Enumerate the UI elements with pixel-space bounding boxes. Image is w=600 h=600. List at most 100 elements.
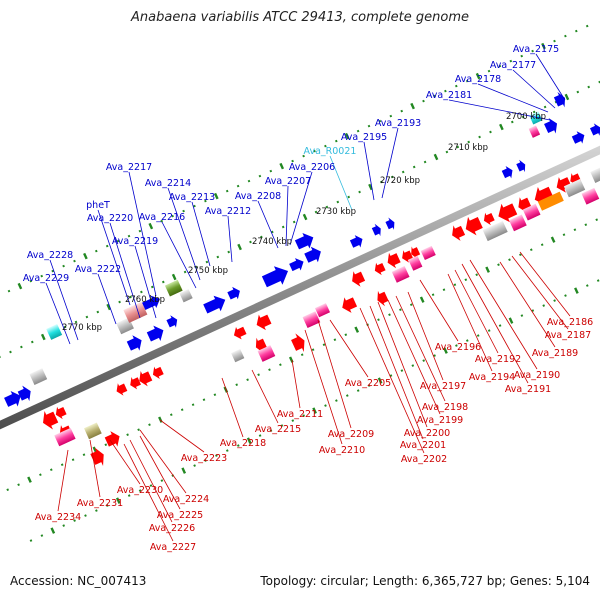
callout-line bbox=[97, 273, 117, 325]
callout-line bbox=[285, 185, 289, 247]
tick-dot bbox=[400, 369, 404, 372]
callout-line bbox=[359, 307, 425, 454]
tick-dot bbox=[288, 356, 294, 363]
reverse-gene-arrow bbox=[483, 212, 495, 226]
tick-dot bbox=[520, 314, 524, 317]
forward-gene-label: Ava_2212 bbox=[205, 206, 251, 217]
callout-line bbox=[317, 319, 352, 429]
reverse-gene-arrow bbox=[233, 326, 247, 340]
tick-dot bbox=[529, 248, 533, 252]
feature-box bbox=[231, 349, 245, 363]
tick-dot bbox=[498, 324, 502, 327]
reverse-gene-arrow-shape bbox=[377, 290, 389, 307]
tick-dot bbox=[478, 135, 481, 139]
reverse-gene-arrow bbox=[374, 262, 386, 276]
tick-dot bbox=[367, 384, 371, 387]
reverse-gene-arrow-shape bbox=[352, 271, 366, 287]
callout-line bbox=[291, 359, 301, 409]
kbp-tick-label: 2710 kbp bbox=[448, 143, 488, 153]
tick-dot bbox=[29, 279, 33, 283]
tick-dot bbox=[312, 407, 317, 414]
reverse-gene-label: Ava_2199 bbox=[417, 415, 463, 426]
tick-dot bbox=[508, 317, 514, 324]
reverse-gene-arrow-shape bbox=[452, 225, 466, 241]
tick-dot bbox=[225, 189, 229, 193]
tick-dot bbox=[137, 428, 140, 432]
forward-gene-arrow-shape bbox=[141, 295, 160, 311]
callout-line bbox=[448, 99, 551, 121]
feature-box-shape bbox=[590, 163, 600, 183]
tick-dot bbox=[585, 284, 589, 287]
feature-box bbox=[537, 191, 564, 211]
tick-dot bbox=[476, 334, 480, 337]
callout-line bbox=[123, 443, 174, 542]
tick-dot bbox=[148, 423, 151, 427]
feature-box bbox=[509, 214, 527, 232]
reverse-gene-label: Ava_2200 bbox=[404, 428, 450, 439]
forward-gene-label: Ava_2219 bbox=[112, 236, 158, 247]
tick-dot bbox=[62, 524, 66, 527]
callout-line bbox=[139, 429, 187, 494]
reverse-gene-label: Ava_2223 bbox=[181, 453, 227, 464]
reverse-gene-arrow bbox=[43, 410, 59, 430]
tick-dot bbox=[465, 79, 469, 83]
tick-dot bbox=[553, 299, 556, 302]
feature-box-shape bbox=[529, 111, 543, 125]
tick-dot bbox=[279, 363, 282, 367]
tick-dot bbox=[508, 258, 511, 262]
reverse-gene-arrow bbox=[387, 252, 401, 269]
forward-gene-arrow bbox=[166, 315, 178, 328]
reverse-gene-arrow-shape bbox=[104, 431, 120, 447]
tick-dot bbox=[576, 90, 580, 94]
reverse-gene-arrow bbox=[55, 406, 67, 420]
callout-line bbox=[109, 222, 141, 319]
tick-dot bbox=[587, 85, 591, 89]
tick-dot bbox=[29, 539, 33, 542]
tick-dot bbox=[389, 114, 393, 118]
callout-line bbox=[447, 273, 493, 372]
reverse-gene-arrow bbox=[256, 314, 272, 331]
kbp-tick-label: 2720 kbp bbox=[380, 176, 420, 186]
tick-dot bbox=[127, 234, 131, 238]
forward-gene-label: Ava_2181 bbox=[426, 90, 472, 101]
forward-gene-label: Ava_R0021 bbox=[304, 146, 357, 157]
tick-dot bbox=[485, 266, 490, 273]
tick-dot bbox=[213, 393, 217, 397]
reverse-gene-arrow-shape bbox=[255, 337, 268, 354]
feature-box bbox=[590, 163, 600, 183]
feature-box-shape bbox=[528, 125, 541, 138]
reverse-gene-label: Ava_2224 bbox=[163, 494, 209, 505]
tick-dot bbox=[454, 84, 458, 88]
forward-gene-arrow-shape bbox=[203, 295, 226, 314]
forward-gene-arrow-shape bbox=[501, 166, 513, 179]
tick-dot bbox=[237, 243, 242, 251]
callout-line bbox=[419, 279, 459, 342]
tick-dot bbox=[550, 236, 556, 243]
callout-line bbox=[454, 269, 499, 354]
tick-dot bbox=[377, 377, 383, 384]
tick-dot bbox=[543, 105, 547, 109]
tick-dot bbox=[50, 527, 56, 534]
forward-gene-label: Ava_2175 bbox=[513, 44, 559, 55]
tick-dot bbox=[92, 446, 98, 453]
feature-box bbox=[46, 324, 63, 340]
tick-dot bbox=[268, 368, 271, 372]
forward-gene-arrow bbox=[17, 385, 31, 402]
callout-line bbox=[461, 263, 529, 384]
tick-dot bbox=[27, 476, 32, 483]
callout-line bbox=[167, 187, 201, 281]
tick-dot bbox=[400, 109, 404, 113]
reverse-gene-label: Ava_2215 bbox=[255, 424, 301, 435]
reverse-gene-arrow bbox=[411, 246, 421, 259]
backbone-bar bbox=[0, 145, 600, 430]
tick-dot bbox=[126, 433, 129, 437]
tick-dot bbox=[83, 252, 88, 260]
reverse-gene-arrow bbox=[465, 216, 483, 236]
tick-dot bbox=[225, 449, 229, 452]
tick-dot bbox=[49, 468, 53, 472]
feature-box bbox=[522, 203, 541, 221]
reverse-gene-arrow-shape bbox=[55, 406, 67, 420]
tick-dot bbox=[422, 99, 425, 103]
tick-dot bbox=[347, 195, 351, 199]
feature-box-shape bbox=[231, 349, 245, 363]
